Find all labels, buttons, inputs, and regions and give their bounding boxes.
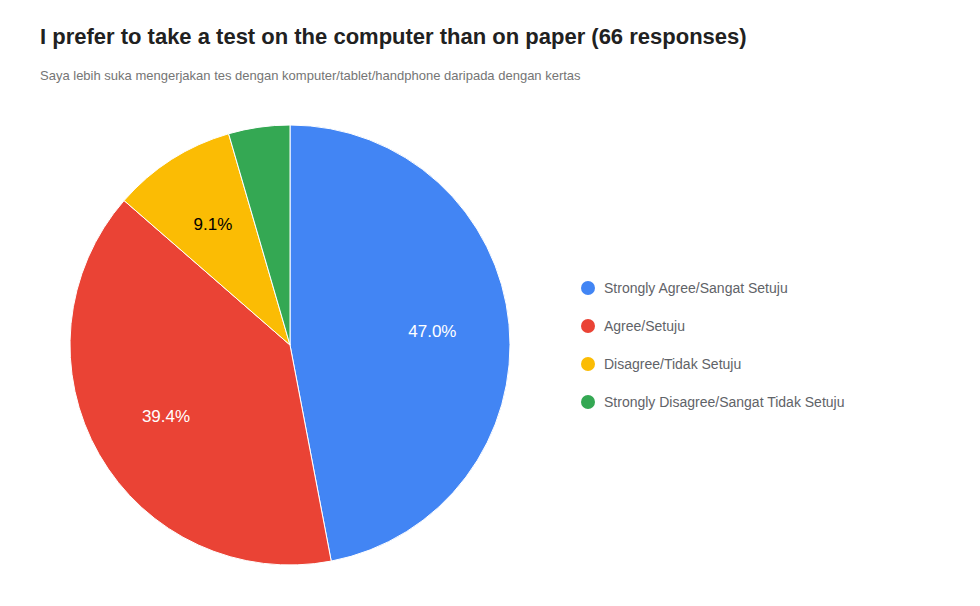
data-labels: 47.0% 39.4% 9.1%	[142, 215, 457, 426]
subtitle: Saya lebih suka mengerjakan tes dengan k…	[40, 68, 581, 83]
data-label: 47.0%	[408, 322, 456, 341]
legend: Strongly Agree/Sangat Setuju Agree/Setuju…	[581, 280, 844, 410]
legend-swatch	[581, 281, 595, 295]
pie	[70, 125, 510, 565]
legend-label: Strongly Disagree/Sangat Tidak Setuju	[604, 394, 844, 410]
chart: I prefer to take a test on the computer …	[0, 0, 980, 606]
legend-item: Strongly Disagree/Sangat Tidak Setuju	[581, 394, 844, 410]
data-label: 9.1%	[194, 215, 233, 234]
pie-slice	[229, 125, 290, 345]
legend-item: Agree/Setuju	[581, 318, 685, 334]
pie-slice	[290, 125, 510, 561]
legend-item: Strongly Agree/Sangat Setuju	[581, 280, 788, 296]
legend-swatch	[581, 357, 595, 371]
legend-swatch	[581, 319, 595, 333]
legend-swatch	[581, 395, 595, 409]
data-label: 39.4%	[142, 407, 190, 426]
title: I prefer to take a test on the computer …	[40, 24, 747, 49]
legend-item: Disagree/Tidak Setuju	[581, 356, 741, 372]
legend-label: Strongly Agree/Sangat Setuju	[604, 280, 788, 296]
legend-label: Agree/Setuju	[604, 318, 685, 334]
legend-label: Disagree/Tidak Setuju	[604, 356, 741, 372]
